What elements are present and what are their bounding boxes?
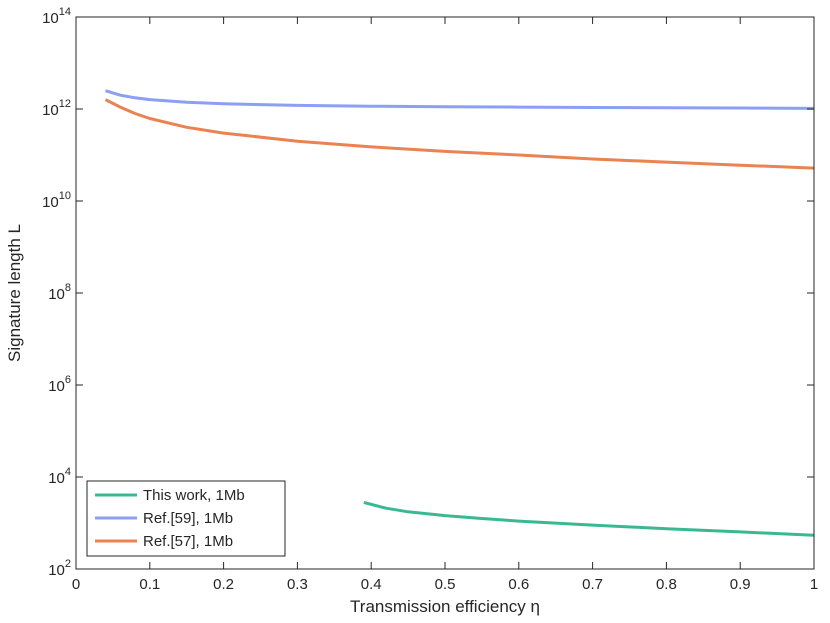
y-tick-label: 1010 <box>42 190 71 211</box>
legend-label: Ref.[57], 1Mb <box>143 533 233 550</box>
x-tick-label: 1 <box>810 576 818 593</box>
x-tick-label: 0.5 <box>435 576 456 593</box>
x-tick-label: 0.9 <box>730 576 751 593</box>
series-line-3 <box>104 98 815 170</box>
x-tick-label: 0.7 <box>582 576 603 593</box>
x-tick-label: 0.8 <box>656 576 677 593</box>
x-tick-label: 0.2 <box>213 576 234 593</box>
x-tick-label: 0 <box>72 576 80 593</box>
legend-label: This work, 1Mb <box>143 487 245 504</box>
legend: This work, 1Mb Ref.[59], 1Mb Ref.[57], 1Mb <box>86 480 286 557</box>
x-axis-label: Transmission efficiency η <box>350 597 540 616</box>
x-tick-label: 0.6 <box>508 576 529 593</box>
series-line-2 <box>105 89 815 110</box>
x-tick-label: 0.1 <box>139 576 160 593</box>
x-tick-label: 0.4 <box>361 576 382 593</box>
series-line-1 <box>363 500 815 537</box>
x-tick-label: 0.3 <box>287 576 308 593</box>
y-tick-label: 106 <box>48 374 71 395</box>
y-tick-label: 1014 <box>42 6 71 27</box>
axes-layer: 0 0.1 0.2 0.3 0.4 0.5 0.6 0.7 0.8 0.9 1 102 104 106 10… <box>42 6 818 593</box>
y-tick-label: 108 <box>48 282 71 303</box>
legend-label: Ref.[59], 1Mb <box>143 510 233 527</box>
y-tick-label: 104 <box>48 466 71 487</box>
y-tick-label: 1012 <box>42 98 71 119</box>
y-tick-label: 102 <box>48 558 71 579</box>
y-axis-label: Signature length L <box>5 224 24 362</box>
series-layer <box>104 89 815 537</box>
